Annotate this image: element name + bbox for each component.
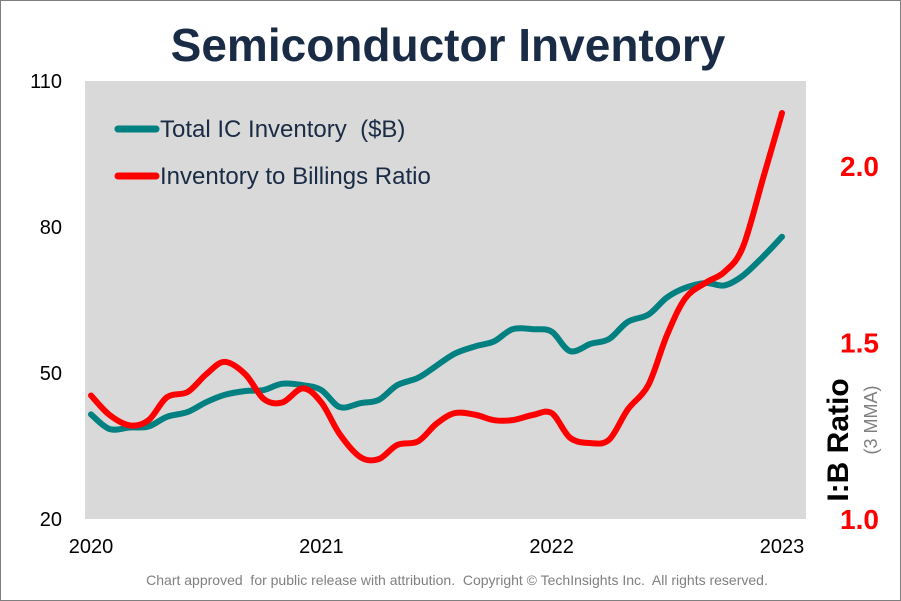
right-tick-label: 1.0 [840, 504, 879, 535]
legend-label-inventory-to-billings-ratio: Inventory to Billings Ratio [160, 163, 431, 190]
footer-copyright: Chart approved for public release with a… [146, 572, 768, 588]
series-layer [88, 110, 785, 464]
left-axis: 20 50 80 110 [30, 71, 62, 531]
legend: Total IC Inventory ($B) Inventory to Bil… [114, 116, 431, 190]
left-tick-label: 110 [30, 71, 62, 93]
series-line-inventory-to-billings-ratio [88, 110, 785, 464]
left-tick-label: 50 [40, 363, 62, 385]
plot-area [85, 81, 806, 519]
x-tick-label: 2023 [760, 536, 805, 558]
right-tick-label: 2.0 [840, 151, 879, 182]
right-axis-label: I:B Ratio [822, 378, 855, 501]
legend-label-total-ic-inventory: Total IC Inventory ($B) [160, 116, 405, 143]
x-axis: 2020 2021 2022 2023 [69, 536, 805, 558]
x-tick-label: 2021 [299, 536, 344, 558]
right-tick-label: 1.5 [840, 328, 879, 359]
right-axis-title: I:B Ratio (3 MMA) [822, 378, 881, 501]
right-axis: 1.0 1.5 2.0 [840, 151, 879, 535]
chart-title: Semiconductor Inventory [171, 19, 726, 71]
x-tick-label: 2020 [69, 536, 114, 558]
right-axis-sublabel: (3 MMA) [861, 386, 881, 455]
left-tick-label: 80 [40, 217, 62, 239]
left-tick-label: 20 [40, 509, 62, 531]
x-tick-label: 2022 [529, 536, 574, 558]
series-line-total-ic-inventory [88, 233, 785, 433]
